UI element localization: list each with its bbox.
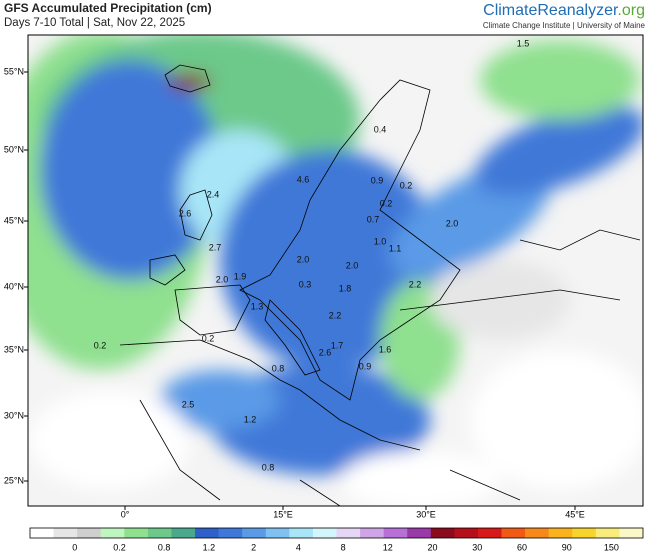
coastlines <box>119 64 641 506</box>
lat-label: 50°N <box>4 144 24 154</box>
point-label: 1.9 <box>234 271 247 281</box>
point-label: 1.0 <box>374 236 387 246</box>
point-label: 4.6 <box>297 174 310 184</box>
colorbar-cell <box>124 528 149 538</box>
colorbar-cell <box>477 528 502 538</box>
colorbar-cell <box>289 528 314 538</box>
colorbar-label: 1.2 <box>203 542 216 552</box>
colorbar-cell <box>336 528 361 538</box>
point-label: 0.8 <box>262 462 275 472</box>
point-label: 0.9 <box>371 175 384 185</box>
point-label: 2.4 <box>207 189 220 199</box>
point-label: 0.2 <box>94 340 107 350</box>
lat-label: 55°N <box>4 66 24 76</box>
colorbar-cell <box>30 528 54 538</box>
point-labels: 2.42.62.72.0 1.90.3 1.82.00.40.9 0.20.20.71… <box>94 38 530 472</box>
point-label: 2.2 <box>329 310 342 320</box>
point-label: 2.6 <box>179 208 192 218</box>
colorbar-cell <box>595 528 620 538</box>
point-label: 0.9 <box>359 361 372 371</box>
point-label: 0.2 <box>400 180 413 190</box>
lat-label: 40°N <box>4 281 24 291</box>
colorbar-cell <box>218 528 243 538</box>
title: GFS Accumulated Precipitation (cm) <box>4 1 212 15</box>
colorbar-label: 20 <box>428 542 438 552</box>
colorbar-label: 0.2 <box>113 542 126 552</box>
colorbar-cell <box>430 528 455 538</box>
point-label: 0.2 <box>202 333 215 343</box>
colorbar-cell <box>77 528 102 538</box>
colorbar-label: 12 <box>383 542 393 552</box>
point-label: 0.2 <box>380 198 393 208</box>
colorbar-frame <box>29 527 644 539</box>
colorbar: 0 0.2 0.8 1.2 2 4 8 12 20 30 60 90 150 <box>29 527 644 552</box>
axes: 55°N 50°N 45°N 40°N 35°N 30°N 25°N 0° 15°E 30°E 45… <box>4 66 585 519</box>
colorbar-cell <box>265 528 290 538</box>
colorbar-label: 90 <box>562 542 572 552</box>
lat-label: 45°N <box>4 215 24 225</box>
colorbar-label: 0.8 <box>158 542 171 552</box>
colorbar-cell <box>501 528 526 538</box>
point-label: 1.5 <box>517 38 530 48</box>
colorbar-label: 60 <box>517 542 527 552</box>
point-label: 1.3 <box>251 301 264 311</box>
point-label: 0.4 <box>374 124 387 134</box>
point-label: 2.6 <box>319 347 332 357</box>
point-label: 1.6 <box>379 344 392 354</box>
colorbar-cell <box>407 528 432 538</box>
point-label: 2.0 <box>446 218 459 228</box>
lat-label: 30°N <box>4 410 24 420</box>
lat-label: 25°N <box>4 475 24 485</box>
colorbar-label: 0 <box>72 542 77 552</box>
colorbar-cell <box>619 528 644 538</box>
precip-field <box>28 35 643 506</box>
point-label: 2.7 <box>209 242 222 252</box>
point-label: 1.7 <box>331 340 344 350</box>
colorbar-cell <box>147 528 172 538</box>
colorbar-cell <box>525 528 549 538</box>
brand-sub: Climate Change Institute | University of… <box>483 21 646 30</box>
point-label: 1.1 <box>389 243 402 253</box>
colorbar-label: 8 <box>341 542 346 552</box>
subtitle: Days 7-10 Total | Sat, Nov 22, 2025 <box>4 17 185 29</box>
point-label: 2.0 <box>297 254 310 264</box>
colorbar-cell <box>548 528 573 538</box>
map-frame <box>27 34 644 507</box>
colorbar-cell <box>100 528 125 538</box>
point-label: 0.8 <box>272 363 285 373</box>
point-label: 2.0 <box>346 260 359 270</box>
lon-label: 15°E <box>273 509 293 519</box>
point-label: 0.7 <box>367 214 380 224</box>
point-label: 0.3 <box>299 279 312 289</box>
colorbar-label: 30 <box>472 542 482 552</box>
brand-name: ClimateReanalyzer <box>483 2 619 19</box>
colorbar-label: 4 <box>296 542 301 552</box>
point-label: 1.2 <box>244 414 257 424</box>
lon-label: 0° <box>121 509 130 519</box>
lat-label: 35°N <box>4 344 24 354</box>
colorbar-cell <box>360 528 384 538</box>
lon-label: 45°E <box>565 509 585 519</box>
colorbar-cell <box>572 528 597 538</box>
brand-suffix: .org <box>617 2 645 19</box>
colorbar-cell <box>53 528 78 538</box>
map: 2.42.62.72.0 1.90.3 1.82.00.40.9 0.20.20.71… <box>28 35 643 506</box>
point-label: 1.8 <box>339 283 352 293</box>
point-label: 2.2 <box>409 279 422 289</box>
colorbar-label: 2 <box>251 542 256 552</box>
colorbar-cell <box>312 528 337 538</box>
colorbar-cell <box>171 528 196 538</box>
colorbar-cell <box>195 528 219 538</box>
colorbar-cell <box>454 528 479 538</box>
point-label: 2.5 <box>182 399 195 409</box>
colorbar-cell <box>383 528 408 538</box>
brand: ClimateReanalyzer.org <box>483 2 645 19</box>
colorbar-cell <box>242 528 267 538</box>
lon-label: 30°E <box>416 509 436 519</box>
point-label: 2.0 <box>216 274 229 284</box>
colorbar-label: 150 <box>604 542 619 552</box>
